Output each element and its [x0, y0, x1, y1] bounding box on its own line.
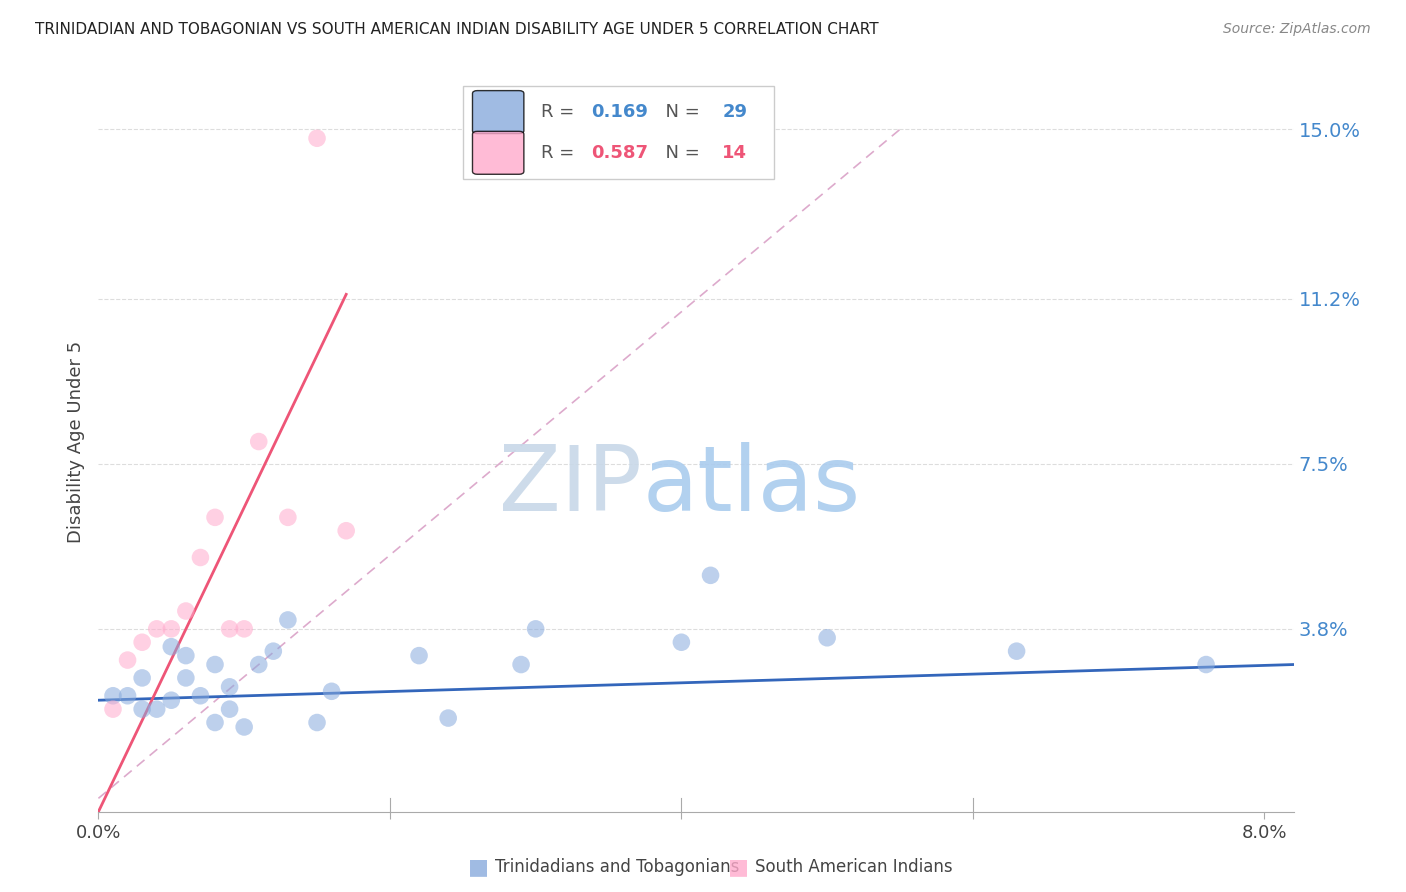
FancyBboxPatch shape: [472, 131, 524, 174]
Text: 0.169: 0.169: [591, 103, 648, 121]
Point: [160, 693, 183, 707]
Y-axis label: Disability Age Under 5: Disability Age Under 5: [66, 341, 84, 542]
Point: [305, 715, 328, 730]
Text: ■: ■: [468, 857, 488, 877]
Text: N =: N =: [654, 144, 706, 161]
Text: Source: ZipAtlas.com: Source: ZipAtlas.com: [1223, 22, 1371, 37]
Point: [277, 613, 299, 627]
Text: ■: ■: [728, 857, 748, 877]
FancyBboxPatch shape: [472, 91, 524, 134]
Text: ZIP: ZIP: [499, 442, 643, 530]
Point: [1005, 644, 1028, 658]
Point: [204, 715, 226, 730]
Point: [174, 671, 197, 685]
Point: [190, 550, 212, 565]
Point: [247, 434, 270, 449]
Point: [408, 648, 430, 663]
Text: R =: R =: [541, 144, 579, 161]
Point: [524, 622, 547, 636]
Text: TRINIDADIAN AND TOBAGONIAN VS SOUTH AMERICAN INDIAN DISABILITY AGE UNDER 5 CORRE: TRINIDADIAN AND TOBAGONIAN VS SOUTH AMER…: [35, 22, 879, 37]
Text: 14: 14: [723, 144, 747, 161]
Point: [1195, 657, 1218, 672]
Point: [190, 689, 212, 703]
Point: [437, 711, 460, 725]
Text: N =: N =: [654, 103, 706, 121]
Point: [218, 622, 240, 636]
Point: [671, 635, 693, 649]
Point: [160, 640, 183, 654]
Point: [174, 604, 197, 618]
Point: [218, 702, 240, 716]
Point: [160, 622, 183, 636]
Point: [204, 510, 226, 524]
Point: [699, 568, 721, 582]
Text: R =: R =: [541, 103, 579, 121]
Point: [131, 671, 153, 685]
Point: [247, 657, 270, 672]
Point: [117, 689, 139, 703]
Point: [101, 702, 124, 716]
Point: [131, 702, 153, 716]
Point: [131, 635, 153, 649]
Point: [305, 131, 328, 145]
Point: [277, 510, 299, 524]
Text: Trinidadians and Tobagonians: Trinidadians and Tobagonians: [495, 858, 740, 876]
Point: [321, 684, 343, 698]
FancyBboxPatch shape: [463, 87, 773, 178]
Point: [174, 648, 197, 663]
Point: [510, 657, 533, 672]
Point: [233, 720, 256, 734]
Point: [233, 622, 256, 636]
Text: 0.587: 0.587: [591, 144, 648, 161]
Point: [145, 622, 167, 636]
Point: [262, 644, 284, 658]
Text: South American Indians: South American Indians: [755, 858, 953, 876]
Point: [335, 524, 357, 538]
Text: 29: 29: [723, 103, 747, 121]
Point: [204, 657, 226, 672]
Point: [117, 653, 139, 667]
Point: [101, 689, 124, 703]
Point: [218, 680, 240, 694]
Text: atlas: atlas: [643, 442, 860, 530]
Point: [145, 702, 167, 716]
Point: [815, 631, 838, 645]
